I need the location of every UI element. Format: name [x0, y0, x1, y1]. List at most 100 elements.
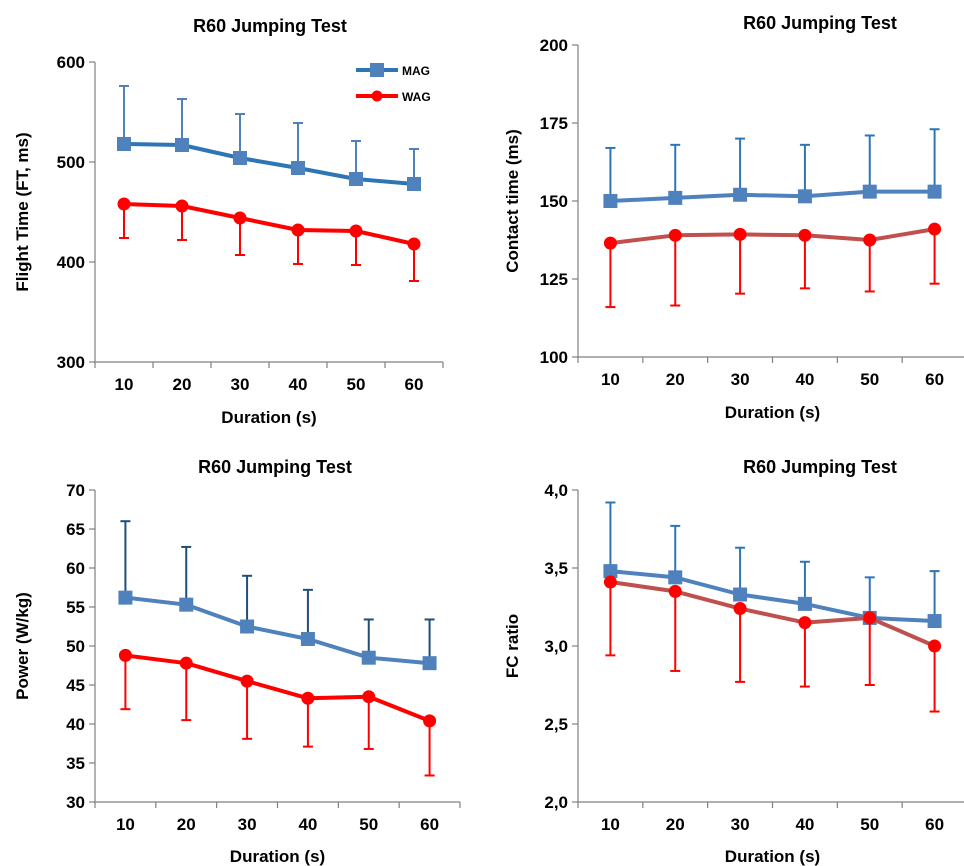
data-point — [603, 575, 617, 589]
y-tick-label: 50 — [66, 637, 85, 656]
series-line — [125, 595, 430, 666]
y-tick-label: 400 — [57, 253, 85, 272]
series-line — [610, 569, 935, 623]
legend-label-wag: WAG — [402, 90, 431, 104]
x-tick-label: 40 — [289, 375, 308, 394]
series-line — [610, 189, 935, 203]
y-tick-label: 175 — [540, 114, 568, 133]
x-axis-label: Duration (s) — [221, 408, 316, 427]
data-point — [349, 172, 363, 186]
series-mag — [117, 85, 421, 191]
data-point — [603, 194, 618, 208]
data-point — [668, 570, 683, 585]
series-line — [125, 653, 431, 723]
series-line — [610, 227, 935, 246]
y-tick-label: 100 — [540, 348, 568, 367]
y-tick-label: 125 — [540, 270, 568, 289]
series-wag — [603, 222, 942, 309]
data-point — [301, 691, 315, 705]
x-tick-label: 20 — [666, 815, 685, 834]
data-point — [603, 564, 618, 579]
x-tick-label: 10 — [115, 375, 134, 394]
y-axis-label: Contact time (ms) — [503, 129, 522, 273]
data-point — [797, 189, 812, 204]
x-tick-label: 10 — [601, 815, 620, 834]
y-tick-label: 4,0 — [544, 481, 568, 500]
x-tick-label: 50 — [860, 815, 879, 834]
x-tick-label: 20 — [173, 375, 192, 394]
legend-marker-mag — [370, 63, 384, 77]
series-wag — [117, 197, 421, 282]
x-axis-label: Duration (s) — [230, 847, 325, 866]
y-axis-label: FC ratio — [503, 614, 522, 678]
data-point — [118, 590, 133, 605]
data-point — [668, 190, 683, 205]
data-point — [117, 137, 131, 151]
series-line — [123, 142, 415, 186]
chart-title: R60 Jumping Test — [743, 13, 897, 33]
data-point — [291, 223, 305, 237]
data-point — [863, 611, 877, 625]
data-point — [422, 656, 437, 671]
x-tick-label: 30 — [231, 375, 250, 394]
x-tick-label: 30 — [238, 815, 257, 834]
chart-title: R60 Jumping Test — [193, 16, 347, 36]
y-tick-label: 2,0 — [544, 793, 568, 812]
x-tick-label: 60 — [420, 815, 439, 834]
x-tick-label: 60 — [405, 375, 424, 394]
x-tick-label: 10 — [116, 815, 135, 834]
data-point — [118, 648, 132, 662]
data-point — [240, 674, 254, 688]
y-tick-label: 200 — [540, 36, 568, 55]
data-point — [863, 233, 877, 247]
series-wag — [603, 575, 942, 713]
x-tick-label: 60 — [925, 370, 944, 389]
series-mag — [118, 520, 437, 671]
x-axis-label: Duration (s) — [725, 403, 820, 422]
y-tick-label: 150 — [540, 192, 568, 211]
data-point — [668, 584, 682, 598]
y-tick-label: 40 — [66, 715, 85, 734]
x-tick-label: 30 — [731, 370, 750, 389]
chart-title: R60 Jumping Test — [743, 457, 897, 477]
data-point — [117, 197, 131, 211]
data-point — [603, 236, 617, 250]
data-point — [233, 211, 247, 225]
data-point — [175, 138, 189, 152]
x-tick-label: 10 — [601, 370, 620, 389]
y-tick-label: 30 — [66, 793, 85, 812]
data-point — [733, 187, 748, 202]
y-tick-label: 35 — [66, 754, 85, 773]
y-tick-label: 70 — [66, 481, 85, 500]
data-point — [423, 714, 437, 728]
data-point — [362, 690, 376, 704]
data-point — [175, 199, 189, 213]
data-point — [928, 222, 942, 236]
data-point — [668, 228, 682, 242]
y-tick-label: 300 — [57, 353, 85, 372]
data-point — [361, 650, 376, 665]
series-mag — [603, 501, 942, 629]
y-tick-label: 55 — [66, 598, 85, 617]
y-axis-label: Flight Time (FT, ms) — [13, 132, 32, 291]
legend: MAG WAG — [356, 63, 431, 104]
data-point — [927, 614, 942, 629]
data-point — [733, 227, 747, 241]
x-tick-label: 40 — [795, 370, 814, 389]
y-tick-label: 500 — [57, 153, 85, 172]
data-point — [179, 597, 194, 612]
data-point — [349, 224, 363, 238]
data-point — [862, 184, 877, 199]
x-tick-label: 60 — [925, 815, 944, 834]
x-tick-label: 30 — [731, 815, 750, 834]
data-point — [300, 631, 315, 646]
data-point — [927, 184, 942, 199]
data-point — [733, 602, 747, 616]
data-point — [797, 596, 812, 611]
chart-panel-contact-time: R60 Jumping Test 100 125 150 175 200 10 20 30 40 5… — [503, 13, 964, 422]
chart-panel-fc-ratio: R60 Jumping Test 2,0 2,5 3,0 3,5 4,0 10 20 30 40 5… — [503, 457, 964, 866]
series-line — [610, 580, 936, 648]
x-tick-label: 40 — [298, 815, 317, 834]
y-tick-label: 65 — [66, 520, 85, 539]
